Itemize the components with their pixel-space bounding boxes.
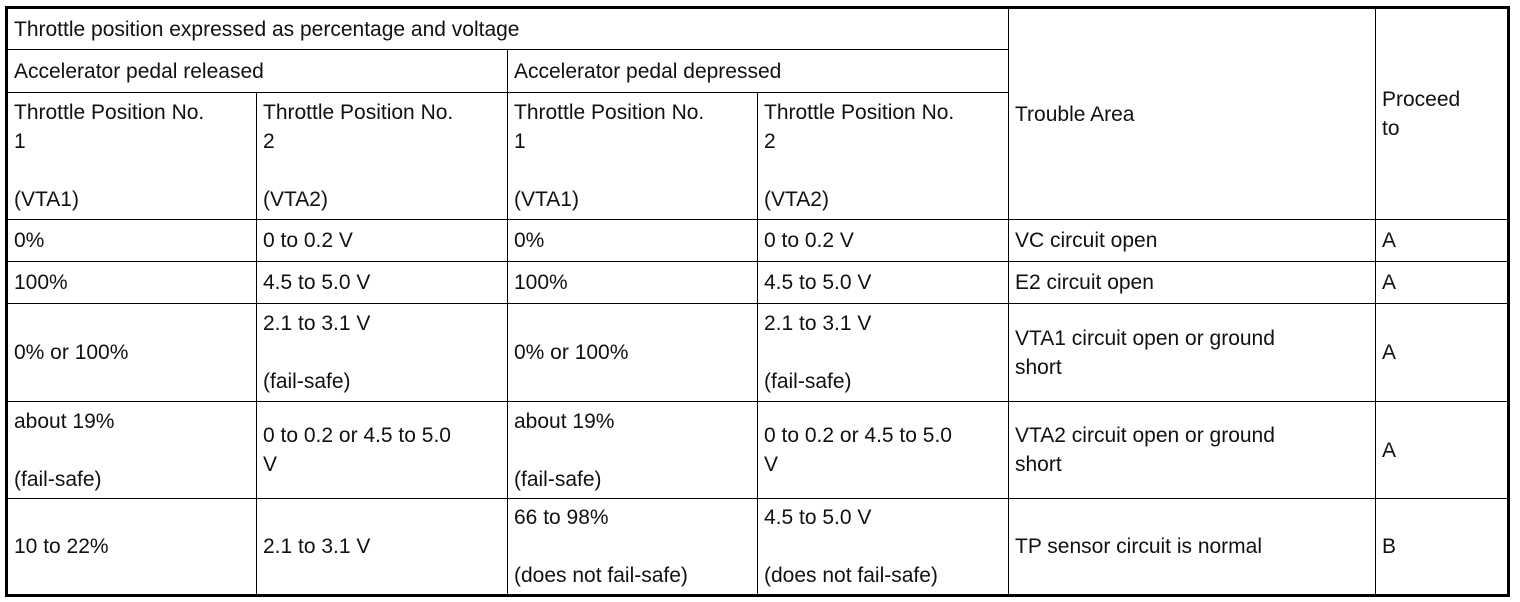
depressed-vta2-cell: 4.5 to 5.0 V (does not fail-safe) bbox=[757, 498, 1009, 596]
tp1-tag: (VTA1) bbox=[514, 188, 579, 211]
fail-safe-note: (fail-safe) bbox=[514, 467, 602, 491]
voltage-line1: 0 to 0.2 or 4.5 to 5.0 bbox=[764, 424, 952, 447]
spacer bbox=[14, 156, 250, 185]
tp2-tag: (VTA2) bbox=[764, 188, 829, 211]
depressed-vta2-cell: 0 to 0.2 V bbox=[757, 219, 1009, 262]
spacer bbox=[263, 156, 501, 185]
spacer bbox=[263, 338, 501, 367]
percentage-value: about 19% bbox=[14, 409, 115, 433]
header-row-2: Accelerator pedal released Accelerator p… bbox=[6, 49, 1509, 93]
header-proceed-line1: Proceed bbox=[1382, 88, 1461, 111]
tp1-label-line1: Throttle Position No. bbox=[514, 101, 705, 124]
voltage-value: 4.5 to 5.0 V bbox=[764, 506, 872, 529]
voltage-value: 2.1 to 3.1 V bbox=[764, 312, 872, 335]
header-proceed-line2: to bbox=[1382, 117, 1400, 140]
throttle-diagnostic-table: Throttle position expressed as percentag… bbox=[5, 6, 1510, 597]
trouble-area-cell: TP sensor circuit is normal bbox=[1008, 498, 1376, 596]
tp2-label-line2: 2 bbox=[263, 130, 275, 153]
tp1-label-line2: 1 bbox=[14, 130, 26, 153]
header-depressed-tp1: Throttle Position No. 1 (VTA1) bbox=[507, 92, 758, 220]
spacer bbox=[514, 156, 751, 185]
voltage-line2: V bbox=[764, 453, 779, 476]
proceed-to-cell: A bbox=[1375, 261, 1509, 304]
spacer bbox=[764, 338, 1002, 367]
spacer bbox=[764, 156, 1002, 185]
tp1-label-line2: 1 bbox=[514, 130, 526, 153]
released-vta1-cell: 100% bbox=[6, 261, 257, 304]
trouble-area-cell: E2 circuit open bbox=[1008, 261, 1376, 304]
spacer bbox=[764, 532, 1002, 561]
released-vta1-cell: 0% or 100% bbox=[6, 303, 257, 402]
depressed-vta1-cell: 0% bbox=[507, 219, 758, 262]
header-proceed-to: Proceed to bbox=[1375, 7, 1509, 220]
voltage-line2: V bbox=[263, 453, 278, 476]
table-row: 0% 0 to 0.2 V 0% 0 to 0.2 V VC circuit o… bbox=[6, 219, 1509, 262]
tp2-label-line2: 2 bbox=[764, 130, 776, 153]
tp2-label-line1: Throttle Position No. bbox=[764, 101, 955, 124]
voltage-value: 2.1 to 3.1 V bbox=[263, 312, 371, 335]
trouble-area-cell: VTA2 circuit open or ground short bbox=[1008, 401, 1376, 499]
percentage-value: about 19% bbox=[514, 409, 615, 433]
trouble-area-cell: VC circuit open bbox=[1008, 219, 1376, 262]
header-pedal-released: Accelerator pedal released bbox=[6, 49, 508, 93]
fail-safe-note: (does not fail-safe) bbox=[764, 564, 938, 587]
header-trouble-area: Trouble Area bbox=[1008, 7, 1376, 220]
trouble-line1: VTA2 circuit open or ground bbox=[1015, 424, 1275, 447]
header-trouble-area-text: Trouble Area bbox=[1015, 102, 1135, 126]
header-released-tp2: Throttle Position No. 2 (VTA2) bbox=[256, 92, 508, 220]
spacer bbox=[514, 532, 751, 561]
proceed-to-cell: A bbox=[1375, 219, 1509, 262]
header-pedal-depressed-text: Accelerator pedal depressed bbox=[514, 59, 782, 83]
tp2-tag: (VTA2) bbox=[263, 188, 328, 211]
fail-safe-note: (does not fail-safe) bbox=[514, 564, 688, 587]
spacer bbox=[514, 436, 751, 465]
tp1-tag: (VTA1) bbox=[14, 188, 79, 211]
header-released-tp1: Throttle Position No. 1 (VTA1) bbox=[6, 92, 257, 220]
table-row: 0% or 100% 2.1 to 3.1 V (fail-safe) 0% o… bbox=[6, 303, 1509, 402]
header-pedal-depressed: Accelerator pedal depressed bbox=[507, 49, 1009, 93]
tp1-label-line1: Throttle Position No. bbox=[14, 101, 205, 124]
fail-safe-note: (fail-safe) bbox=[764, 370, 852, 393]
depressed-vta1-cell: about 19% (fail-safe) bbox=[507, 401, 758, 499]
released-vta2-cell: 4.5 to 5.0 V bbox=[256, 261, 508, 304]
depressed-vta2-cell: 4.5 to 5.0 V bbox=[757, 261, 1009, 304]
fail-safe-note: (fail-safe) bbox=[263, 370, 351, 393]
depressed-vta1-cell: 66 to 98% (does not fail-safe) bbox=[507, 498, 758, 596]
spacer bbox=[14, 436, 250, 465]
trouble-line2: short bbox=[1015, 355, 1062, 379]
table-row: 10 to 22% 2.1 to 3.1 V 66 to 98% (does n… bbox=[6, 498, 1509, 596]
released-vta2-cell: 2.1 to 3.1 V bbox=[256, 498, 508, 596]
header-throttle-position: Throttle position expressed as percentag… bbox=[6, 7, 1009, 50]
header-row-1: Throttle position expressed as percentag… bbox=[6, 7, 1509, 220]
depressed-vta1-cell: 0% or 100% bbox=[507, 303, 758, 402]
tp2-label-line1: Throttle Position No. bbox=[263, 101, 454, 124]
trouble-area-cell: VTA1 circuit open or ground short bbox=[1008, 303, 1376, 402]
header-row-3: Throttle Position No. 1 (VTA1) Throttle … bbox=[6, 92, 1509, 220]
released-vta1-cell: 10 to 22% bbox=[6, 498, 257, 596]
depressed-vta2-cell: 0 to 0.2 or 4.5 to 5.0 V bbox=[757, 401, 1009, 499]
depressed-vta2-cell: 2.1 to 3.1 V (fail-safe) bbox=[757, 303, 1009, 402]
table-row: 100% 4.5 to 5.0 V 100% 4.5 to 5.0 V E2 c… bbox=[6, 261, 1509, 304]
released-vta1-cell: 0% bbox=[6, 219, 257, 262]
proceed-to-cell: A bbox=[1375, 401, 1509, 499]
header-throttle-position-text: Throttle position expressed as percentag… bbox=[14, 17, 520, 41]
document-page: Throttle position expressed as percentag… bbox=[5, 6, 1510, 597]
released-vta2-cell: 0 to 0.2 or 4.5 to 5.0 V bbox=[256, 401, 508, 499]
proceed-to-cell: B bbox=[1375, 498, 1509, 596]
depressed-vta1-cell: 100% bbox=[507, 261, 758, 304]
voltage-line1: 0 to 0.2 or 4.5 to 5.0 bbox=[263, 424, 451, 447]
released-vta2-cell: 0 to 0.2 V bbox=[256, 219, 508, 262]
trouble-line2: short bbox=[1015, 453, 1062, 476]
trouble-line1: VTA1 circuit open or ground bbox=[1015, 326, 1275, 350]
proceed-to-cell: A bbox=[1375, 303, 1509, 402]
released-vta1-cell: about 19% (fail-safe) bbox=[6, 401, 257, 499]
fail-safe-note: (fail-safe) bbox=[14, 467, 102, 491]
header-pedal-released-text: Accelerator pedal released bbox=[14, 59, 264, 83]
table-row: about 19% (fail-safe) 0 to 0.2 or 4.5 to… bbox=[6, 401, 1509, 499]
percentage-value: 66 to 98% bbox=[514, 506, 609, 529]
released-vta2-cell: 2.1 to 3.1 V (fail-safe) bbox=[256, 303, 508, 402]
header-depressed-tp2: Throttle Position No. 2 (VTA2) bbox=[757, 92, 1009, 220]
